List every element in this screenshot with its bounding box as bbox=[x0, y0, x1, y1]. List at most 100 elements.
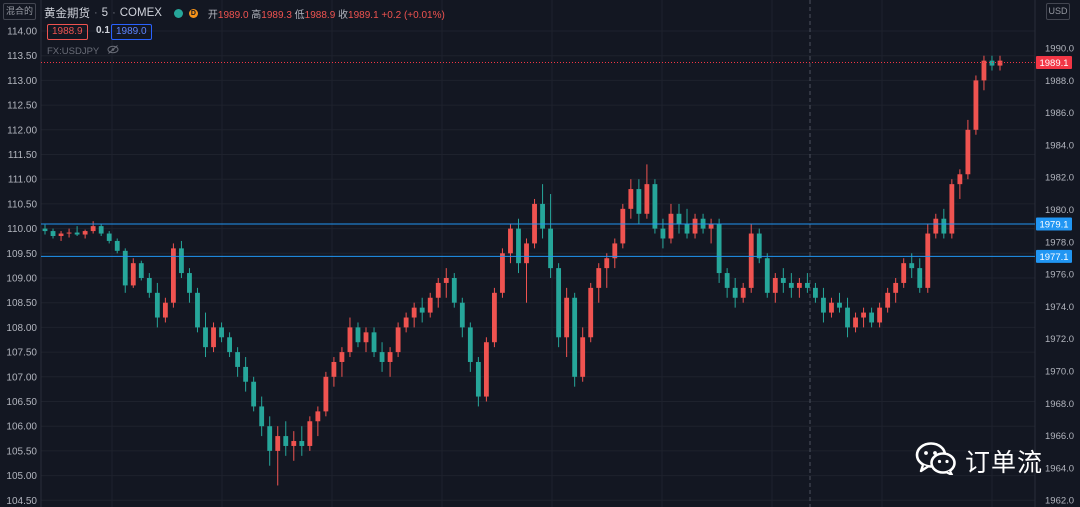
candle bbox=[347, 317, 353, 358]
chart-grid bbox=[41, 0, 1035, 507]
candle bbox=[106, 231, 112, 244]
overlay-symbol[interactable]: FX:USDJPY bbox=[47, 45, 100, 57]
candle-body bbox=[997, 60, 1003, 66]
candle bbox=[323, 371, 329, 417]
data-badge: D bbox=[188, 8, 198, 18]
price-marker-label: 1977.1 bbox=[1039, 252, 1068, 263]
candle bbox=[467, 322, 473, 372]
candle-body bbox=[724, 273, 730, 288]
candle bbox=[917, 258, 923, 293]
candle-body bbox=[467, 327, 473, 362]
candle-body bbox=[82, 231, 88, 235]
right-tick-label: 1978.0 bbox=[1045, 237, 1074, 248]
candle-body bbox=[411, 307, 417, 318]
candle-body bbox=[387, 352, 393, 362]
candle-body bbox=[267, 426, 273, 451]
candle-body bbox=[187, 273, 192, 293]
candle-body bbox=[114, 240, 120, 251]
candle-body bbox=[58, 233, 64, 237]
candle bbox=[138, 260, 144, 281]
candle-body bbox=[483, 342, 489, 397]
candle bbox=[796, 278, 802, 298]
candle bbox=[829, 297, 834, 318]
candle-body bbox=[475, 361, 481, 397]
candle bbox=[949, 179, 955, 239]
candle-body bbox=[941, 218, 947, 234]
candles-group bbox=[42, 55, 1003, 486]
candle-body bbox=[363, 332, 369, 343]
candle-body bbox=[500, 253, 505, 293]
candle-body bbox=[756, 233, 762, 259]
candle-body bbox=[612, 243, 618, 259]
candle-body bbox=[371, 332, 377, 353]
candle-body bbox=[917, 268, 923, 288]
currency-button[interactable]: USD bbox=[1046, 3, 1070, 20]
candle-body bbox=[748, 233, 754, 288]
candle bbox=[451, 273, 457, 308]
candle-body bbox=[307, 421, 313, 446]
candle-body bbox=[235, 352, 241, 367]
candle bbox=[395, 322, 401, 358]
candle-body bbox=[395, 327, 401, 353]
candle-body bbox=[596, 268, 602, 288]
candle bbox=[82, 229, 88, 239]
left-tick-label: 104.50 bbox=[6, 496, 37, 507]
candle bbox=[909, 253, 915, 278]
candle bbox=[259, 396, 265, 437]
candle-body bbox=[901, 263, 907, 283]
candle bbox=[403, 312, 409, 333]
market-open-icon bbox=[173, 8, 183, 18]
candle-body bbox=[540, 203, 545, 229]
candle-body bbox=[772, 278, 778, 293]
candle bbox=[331, 357, 337, 387]
candle-body bbox=[652, 184, 658, 229]
sell-button[interactable]: 1988.9 bbox=[47, 24, 88, 40]
candle bbox=[492, 287, 497, 348]
candle bbox=[973, 75, 979, 135]
candle-body bbox=[379, 352, 385, 362]
candle bbox=[708, 218, 714, 244]
candle bbox=[435, 278, 441, 308]
candle-body bbox=[227, 337, 232, 353]
candle-body bbox=[676, 213, 682, 224]
left-tick-label: 112.50 bbox=[7, 101, 37, 112]
candle-body bbox=[443, 278, 449, 283]
separator: · bbox=[94, 7, 98, 19]
symbol-name[interactable]: 黄金期货 bbox=[44, 8, 90, 20]
candle-body bbox=[780, 278, 786, 283]
left-tick-label: 112.00 bbox=[7, 125, 37, 136]
candle bbox=[821, 287, 826, 323]
candle bbox=[596, 263, 602, 303]
candle-body bbox=[331, 361, 337, 377]
price-marker-label: 1989.1 bbox=[1039, 58, 1068, 69]
candle-body bbox=[909, 263, 915, 269]
candle bbox=[676, 203, 682, 234]
interval-label[interactable]: 5 bbox=[101, 7, 109, 19]
candle-body bbox=[50, 231, 56, 237]
candle-body bbox=[692, 218, 698, 234]
candle bbox=[604, 253, 610, 288]
candle-body bbox=[315, 411, 321, 422]
scale-mode-button[interactable]: 混合的 bbox=[3, 3, 36, 20]
candle bbox=[508, 223, 513, 264]
candle bbox=[235, 347, 241, 377]
right-tick-label: 1972.0 bbox=[1045, 334, 1074, 345]
right-tick-label: 1976.0 bbox=[1045, 270, 1074, 281]
chart-header: 黄金期货 · 5 · COMEX D 开1989.0 高1989.3 低1988… bbox=[44, 5, 445, 21]
candle-body bbox=[170, 248, 176, 303]
candle bbox=[612, 238, 618, 269]
left-tick-label: 107.50 bbox=[6, 348, 37, 359]
right-axis: 1990.0 1988.0 1986.0 1984.0 1982.0 1980.0 1978… bbox=[1045, 44, 1074, 507]
candle-body bbox=[435, 282, 441, 298]
candle-body bbox=[564, 297, 570, 338]
candle bbox=[989, 55, 995, 71]
candle bbox=[339, 347, 345, 377]
wechat-icon bbox=[915, 441, 957, 480]
candle-body bbox=[122, 250, 128, 286]
buy-button[interactable]: 1989.0 bbox=[111, 24, 152, 40]
candle-body bbox=[347, 327, 353, 353]
candle-body bbox=[620, 208, 626, 244]
candle bbox=[74, 226, 80, 237]
eye-hidden-icon[interactable] bbox=[107, 45, 119, 57]
